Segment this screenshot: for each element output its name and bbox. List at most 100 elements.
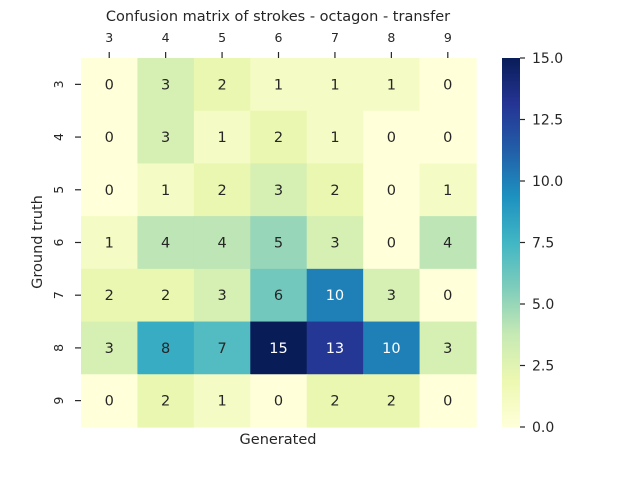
heatmap-cell bbox=[137, 321, 195, 375]
heatmap-cell bbox=[193, 321, 251, 375]
heatmap-cell bbox=[363, 163, 421, 217]
cell-value-label: 10 bbox=[382, 341, 400, 357]
heatmap-cell bbox=[250, 268, 308, 323]
cell-value-label: 2 bbox=[161, 288, 170, 304]
y-tick-label: 6 bbox=[51, 238, 66, 246]
heatmap-cell bbox=[306, 374, 364, 428]
heatmap-cell bbox=[250, 374, 308, 428]
cell-value-label: 4 bbox=[443, 235, 452, 251]
cell-value-label: 13 bbox=[326, 341, 344, 357]
cell-value-label: 1 bbox=[274, 77, 283, 93]
cell-value-label: 2 bbox=[217, 183, 226, 199]
heatmap-cell bbox=[193, 163, 251, 217]
heatmap-cell bbox=[193, 110, 251, 165]
cell-value-label: 1 bbox=[387, 77, 396, 93]
heatmap-cell bbox=[193, 58, 251, 112]
x-tick-label: 4 bbox=[162, 30, 170, 45]
cell-value-label: 2 bbox=[161, 394, 170, 410]
heatmap-cell bbox=[363, 374, 421, 428]
heatmap-cells bbox=[81, 58, 477, 428]
y-tick-label: 8 bbox=[51, 344, 66, 352]
colorbar-tick-label: 7.5 bbox=[532, 236, 554, 252]
cell-value-label: 3 bbox=[161, 130, 170, 146]
cell-value-label: 3 bbox=[387, 288, 396, 304]
x-tick-label: 9 bbox=[444, 30, 452, 45]
heatmap-cell bbox=[81, 268, 139, 323]
y-axis-label: Ground truth bbox=[30, 195, 46, 289]
x-axis-label: Generated bbox=[240, 432, 317, 448]
cell-value-label: 1 bbox=[443, 183, 452, 199]
colorbar-tick-label: 10.0 bbox=[532, 174, 563, 190]
cell-value-label: 3 bbox=[443, 341, 452, 357]
y-tick-label: 5 bbox=[51, 186, 66, 194]
heatmap-cell bbox=[250, 163, 308, 217]
y-tick-label: 9 bbox=[51, 397, 66, 405]
cell-value-label: 2 bbox=[217, 77, 226, 93]
heatmap-cell bbox=[137, 163, 195, 217]
heatmap-cell bbox=[363, 216, 421, 270]
cell-value-label: 0 bbox=[443, 288, 452, 304]
cell-value-label: 7 bbox=[217, 341, 226, 357]
cell-value-label: 0 bbox=[105, 394, 114, 410]
cell-value-label: 2 bbox=[387, 394, 396, 410]
colorbar-tick-label: 0.0 bbox=[532, 420, 554, 436]
heatmap-cell bbox=[81, 374, 139, 428]
cell-value-label: 0 bbox=[443, 77, 452, 93]
heatmap-cell bbox=[419, 321, 477, 375]
heatmap-cell bbox=[250, 216, 308, 270]
heatmap-cell bbox=[363, 321, 421, 375]
cell-value-label: 3 bbox=[161, 77, 170, 93]
cell-value-label: 3 bbox=[330, 235, 339, 251]
cell-value-label: 2 bbox=[274, 130, 283, 146]
y-tick-label: 3 bbox=[51, 80, 66, 88]
heatmap-cell bbox=[419, 110, 477, 165]
heatmap-cell bbox=[306, 58, 364, 112]
cell-value-label: 10 bbox=[326, 288, 344, 304]
heatmap-cell bbox=[81, 110, 139, 165]
cell-value-label: 4 bbox=[161, 235, 170, 251]
heatmap-cell bbox=[363, 58, 421, 112]
x-tick-label: 6 bbox=[275, 30, 283, 45]
cell-value-label: 3 bbox=[274, 183, 283, 199]
colorbar bbox=[502, 58, 520, 427]
y-tick-label: 7 bbox=[51, 291, 66, 299]
heatmap-cell bbox=[363, 268, 421, 323]
colorbar-tick-label: 12.5 bbox=[532, 113, 563, 129]
heatmap-cell bbox=[250, 110, 308, 165]
x-tick-label: 5 bbox=[218, 30, 226, 45]
cell-value-label: 3 bbox=[105, 341, 114, 357]
cell-value-label: 1 bbox=[105, 235, 114, 251]
heatmap-cell bbox=[193, 374, 251, 428]
x-tick-label: 7 bbox=[331, 30, 339, 45]
cell-value-label: 8 bbox=[161, 341, 170, 357]
cell-value-label: 0 bbox=[387, 235, 396, 251]
colorbar-ticks: 0.0 2.5 5.0 7.5 10.0 12.5 15.0 bbox=[520, 51, 563, 436]
cell-value-label: 0 bbox=[274, 394, 283, 410]
cell-value-label: 0 bbox=[443, 394, 452, 410]
cell-value-label: 6 bbox=[274, 288, 283, 304]
cell-value-label: 15 bbox=[269, 341, 287, 357]
cell-value-label: 1 bbox=[217, 394, 226, 410]
heatmap-cell bbox=[363, 110, 421, 165]
cell-value-label: 0 bbox=[387, 183, 396, 199]
cell-value-label: 2 bbox=[330, 394, 339, 410]
heatmap-cell bbox=[419, 374, 477, 428]
cell-value-label: 0 bbox=[105, 77, 114, 93]
cell-value-label: 4 bbox=[217, 235, 226, 251]
cell-value-label: 1 bbox=[330, 77, 339, 93]
x-axis-ticks: 3 4 5 6 7 8 9 bbox=[105, 30, 452, 58]
cell-value-label: 1 bbox=[161, 183, 170, 199]
heatmap-cell bbox=[419, 58, 477, 112]
cell-value-label: 5 bbox=[274, 235, 283, 251]
heatmap-cell bbox=[193, 268, 251, 323]
heatmap-cell bbox=[250, 58, 308, 112]
heatmap-cell bbox=[419, 216, 477, 270]
cell-value-label: 0 bbox=[105, 183, 114, 199]
heatmap-cell bbox=[306, 163, 364, 217]
heatmap-cell bbox=[306, 110, 364, 165]
cell-value-label: 0 bbox=[443, 130, 452, 146]
colorbar-tick-label: 5.0 bbox=[532, 297, 554, 313]
heatmap-cell bbox=[193, 216, 251, 270]
cell-value-label: 0 bbox=[387, 130, 396, 146]
